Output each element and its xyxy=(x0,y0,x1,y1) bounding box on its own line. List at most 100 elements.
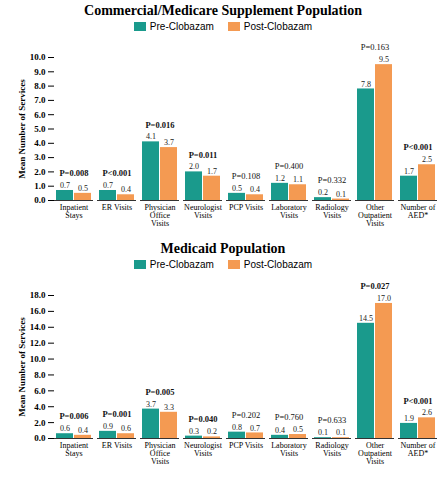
svg-text:P=0.202: P=0.202 xyxy=(232,410,261,420)
svg-text:3.7: 3.7 xyxy=(164,138,174,147)
svg-text:LaboratoryVisits: LaboratoryVisits xyxy=(271,441,307,458)
svg-text:P=0.163: P=0.163 xyxy=(361,42,390,52)
svg-text:0.2: 0.2 xyxy=(207,427,217,436)
svg-text:8.0: 8.0 xyxy=(34,370,46,380)
svg-text:14.0: 14.0 xyxy=(30,322,46,332)
svg-text:6.0: 6.0 xyxy=(34,110,46,120)
svg-text:InpatientStays: InpatientStays xyxy=(60,203,89,220)
svg-text:0.5: 0.5 xyxy=(232,184,242,193)
svg-text:PCP Visits: PCP Visits xyxy=(229,441,263,450)
svg-text:P=0.040: P=0.040 xyxy=(188,414,217,424)
svg-text:RadiologyVisits: RadiologyVisits xyxy=(315,203,348,220)
svg-text:ER Visits: ER Visits xyxy=(102,441,132,450)
svg-text:9.5: 9.5 xyxy=(379,55,389,64)
svg-text:4.1: 4.1 xyxy=(146,132,156,141)
svg-text:1.1: 1.1 xyxy=(293,175,303,184)
svg-text:0.6: 0.6 xyxy=(121,424,131,433)
svg-text:0.4: 0.4 xyxy=(78,426,88,435)
svg-text:Mean Number of Services: Mean Number of Services xyxy=(17,79,27,179)
svg-text:NeurologistVisits: NeurologistVisits xyxy=(184,441,223,458)
svg-text:0.1: 0.1 xyxy=(336,428,346,437)
svg-text:0.0: 0.0 xyxy=(34,433,46,443)
svg-text:ER Visits: ER Visits xyxy=(102,203,132,212)
html-text:Pre-Clobazam: Pre-Clobazam xyxy=(149,21,214,32)
svg-text:0.4: 0.4 xyxy=(250,185,260,194)
svg-text:PhysicianOfficeVisits: PhysicianOfficeVisits xyxy=(144,441,175,466)
svg-text:0.1: 0.1 xyxy=(318,428,328,437)
svg-text:P=0.760: P=0.760 xyxy=(275,412,304,422)
svg-text:18.0: 18.0 xyxy=(30,290,46,300)
svg-text:1.7: 1.7 xyxy=(404,167,414,176)
svg-text:9.0: 9.0 xyxy=(34,67,46,77)
svg-text:1.0: 1.0 xyxy=(34,181,46,191)
svg-text:LaboratoryVisits: LaboratoryVisits xyxy=(271,203,307,220)
svg-text:1.7: 1.7 xyxy=(207,167,217,176)
html-text:Commercial/Medicare Supplement: Commercial/Medicare Supplement Populatio… xyxy=(84,3,362,18)
svg-text:7.8: 7.8 xyxy=(361,80,371,89)
svg-text:0.2: 0.2 xyxy=(318,188,328,197)
svg-text:P=0.400: P=0.400 xyxy=(275,161,304,171)
svg-text:1.9: 1.9 xyxy=(404,414,414,423)
svg-text:0.1: 0.1 xyxy=(336,190,346,199)
svg-text:5.0: 5.0 xyxy=(34,124,46,134)
svg-text:P<0.001: P<0.001 xyxy=(102,168,131,178)
svg-text:16.0: 16.0 xyxy=(30,306,46,316)
svg-text:0.5: 0.5 xyxy=(293,425,303,434)
svg-text:3.0: 3.0 xyxy=(34,152,46,162)
svg-text:P=0.108: P=0.108 xyxy=(232,171,261,181)
svg-text:2.0: 2.0 xyxy=(34,167,46,177)
svg-text:4.0: 4.0 xyxy=(34,138,46,148)
svg-text:0.7: 0.7 xyxy=(60,181,70,190)
svg-text:P=0.332: P=0.332 xyxy=(318,175,347,185)
svg-text:P<0.001: P<0.001 xyxy=(403,396,432,406)
svg-text:RadiologyVisits: RadiologyVisits xyxy=(315,441,348,458)
svg-text:0.6: 0.6 xyxy=(60,424,70,433)
svg-text:0.8: 0.8 xyxy=(232,423,242,432)
svg-text:2.6: 2.6 xyxy=(422,408,432,417)
svg-text:P=0.027: P=0.027 xyxy=(360,281,390,291)
html-text:Medicaid Population: Medicaid Population xyxy=(160,241,286,256)
svg-text:0.4: 0.4 xyxy=(121,185,131,194)
svg-text:0.4: 0.4 xyxy=(275,426,285,435)
svg-text:P=0.006: P=0.006 xyxy=(59,411,88,421)
svg-text:0.5: 0.5 xyxy=(78,184,88,193)
svg-text:4.0: 4.0 xyxy=(34,402,46,412)
svg-text:OtherOutpatientVisits: OtherOutpatientVisits xyxy=(358,441,393,466)
svg-text:14.5: 14.5 xyxy=(359,314,373,323)
svg-text:8.0: 8.0 xyxy=(34,81,46,91)
svg-text:OtherOutpatientVisits: OtherOutpatientVisits xyxy=(358,203,393,228)
svg-text:0.7: 0.7 xyxy=(250,423,260,432)
svg-text:2.0: 2.0 xyxy=(189,162,199,171)
svg-text:17.0: 17.0 xyxy=(377,294,391,303)
svg-text:PCP Visits: PCP Visits xyxy=(229,203,263,212)
svg-text:0.3: 0.3 xyxy=(189,427,199,436)
svg-text:6.0: 6.0 xyxy=(34,386,46,396)
svg-text:10.0: 10.0 xyxy=(30,354,46,364)
html-text:Post-Clobazam: Post-Clobazam xyxy=(243,21,313,32)
svg-text:P<0.001: P<0.001 xyxy=(403,142,432,152)
svg-text:2.5: 2.5 xyxy=(422,155,432,164)
svg-text:3.3: 3.3 xyxy=(164,403,174,412)
svg-text:0.0: 0.0 xyxy=(34,195,46,205)
svg-text:P=0.005: P=0.005 xyxy=(145,387,174,397)
svg-text:Number ofAED*: Number ofAED* xyxy=(401,441,436,458)
svg-text:10.0: 10.0 xyxy=(30,52,46,62)
svg-text:P=0.633: P=0.633 xyxy=(318,415,347,425)
svg-text:InpatientStays: InpatientStays xyxy=(60,441,89,458)
svg-text:0.9: 0.9 xyxy=(103,422,113,431)
svg-text:NeurologistVisits: NeurologistVisits xyxy=(184,203,223,220)
svg-text:PhysicianOfficeVisits: PhysicianOfficeVisits xyxy=(144,203,175,228)
svg-text:Number ofAED*: Number ofAED* xyxy=(401,203,436,220)
svg-text:12.0: 12.0 xyxy=(30,338,46,348)
svg-text:1.2: 1.2 xyxy=(275,174,285,183)
svg-text:2.0: 2.0 xyxy=(34,417,46,427)
svg-text:P=0.001: P=0.001 xyxy=(102,409,131,419)
svg-text:P=0.016: P=0.016 xyxy=(145,120,174,130)
svg-text:3.7: 3.7 xyxy=(146,400,156,409)
svg-text:7.0: 7.0 xyxy=(34,95,46,105)
svg-text:Mean Number of Services: Mean Number of Services xyxy=(17,317,27,417)
html-text:Pre-Clobazam: Pre-Clobazam xyxy=(149,259,214,270)
svg-text:0.7: 0.7 xyxy=(103,181,113,190)
svg-text:P=0.008: P=0.008 xyxy=(59,168,88,178)
svg-text:P=0.011: P=0.011 xyxy=(189,150,218,160)
